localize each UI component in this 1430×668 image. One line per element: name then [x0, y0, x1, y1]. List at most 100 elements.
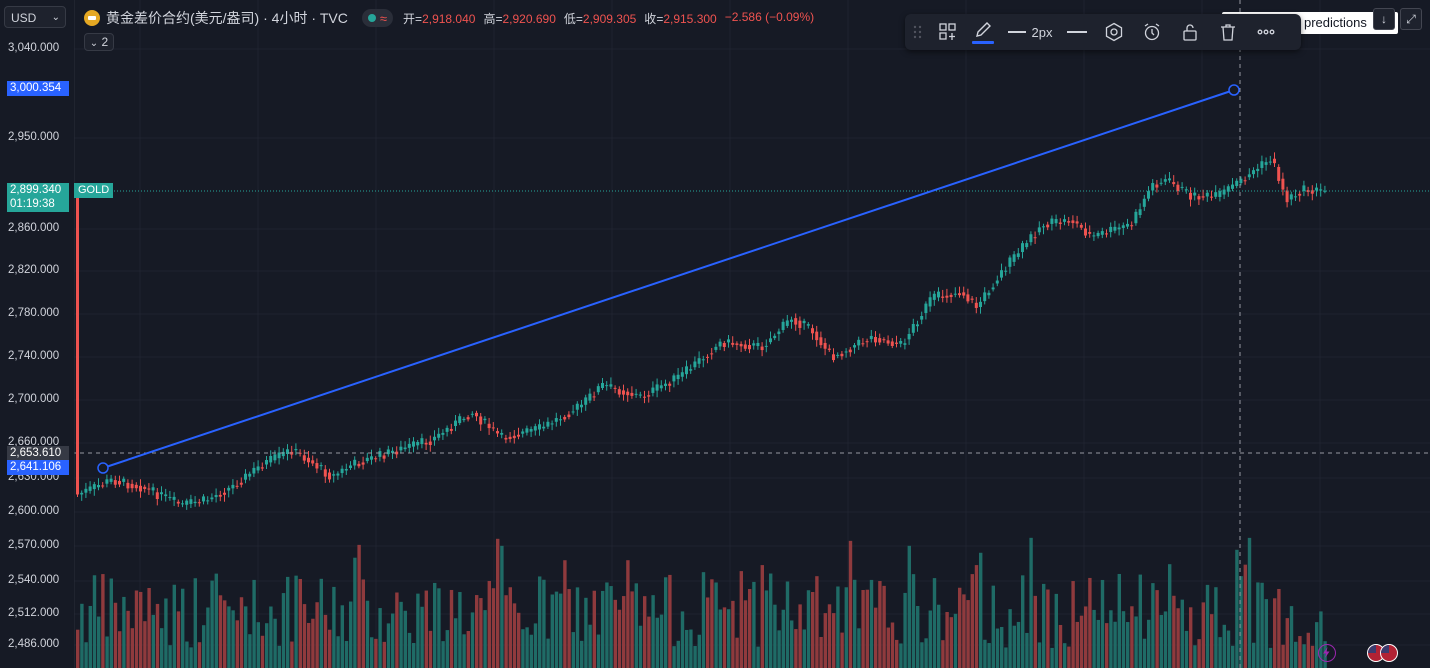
volume-bar [277, 645, 281, 668]
candle-body [798, 320, 802, 328]
volume-bar [1126, 622, 1130, 668]
candle-body [701, 359, 705, 361]
candle-body [731, 342, 735, 345]
volume-bar [739, 571, 743, 668]
volume-bar [626, 560, 630, 668]
candle-body [882, 339, 886, 341]
candle-body [672, 375, 676, 382]
candle-body [332, 474, 336, 476]
trend-line-start-handle[interactable] [97, 462, 109, 474]
trend-line[interactable] [102, 89, 1235, 469]
fullscreen-icon[interactable]: ⤢ [1400, 8, 1422, 30]
collapse-indicators-button[interactable]: ⌄ 2 [84, 33, 114, 51]
ohlc-high: 高=2,920.690 [483, 11, 556, 26]
volume-bar [1142, 638, 1147, 668]
volume-bar [382, 641, 386, 668]
line-dash-icon[interactable] [1059, 14, 1095, 50]
candle-body [80, 492, 84, 495]
volume-bar [449, 589, 454, 668]
volume-bar [987, 643, 991, 668]
candle-body [617, 389, 621, 395]
volume-bar [189, 647, 193, 668]
volume-bar [1147, 619, 1151, 668]
volume-bar [991, 585, 995, 668]
candle-body [1201, 196, 1205, 198]
volume-bar [886, 627, 890, 668]
currency-select[interactable]: USD ⌄ [4, 6, 66, 28]
candle-body [987, 292, 991, 296]
alert-icon[interactable] [1133, 14, 1171, 50]
candle-body [1205, 192, 1209, 197]
candle-body [697, 358, 701, 364]
volume-bar [126, 610, 130, 668]
drag-handle-icon[interactable] [905, 14, 931, 50]
candle-body [693, 361, 697, 368]
candle-body [483, 418, 487, 421]
volume-bar [105, 636, 109, 668]
volume-bar [949, 617, 953, 668]
candle-body [1184, 189, 1188, 191]
candle-body [613, 387, 617, 389]
candle-body [1159, 182, 1163, 184]
volume-bar [760, 565, 764, 668]
candle-body [995, 280, 999, 284]
volume-bar [311, 618, 315, 668]
volume-bar [1042, 583, 1046, 668]
volume-bar [1294, 641, 1298, 668]
candle-body [626, 391, 630, 396]
volume-bar [525, 627, 529, 668]
volume-bar [546, 638, 550, 668]
candle-body [1092, 235, 1096, 237]
volume-bar [676, 640, 680, 668]
volume-bar [815, 576, 819, 668]
price-axis-label: 3,040.000 [8, 42, 60, 54]
candle-body [344, 468, 348, 471]
candle-body [752, 343, 756, 346]
candle-body [567, 414, 571, 418]
volume-bar [689, 629, 693, 668]
candle-body [105, 479, 109, 484]
candle-body [336, 473, 340, 476]
candle-body [248, 473, 252, 477]
symbol-title[interactable]: 黄金差价合约(美元/盎司) · 4小时 · TVC [106, 10, 348, 26]
us-flag-icon[interactable] [1380, 644, 1398, 662]
volume-bar [785, 581, 790, 668]
templates-icon[interactable] [931, 14, 965, 50]
volume-bar [1138, 574, 1142, 668]
volume-bar [609, 586, 613, 668]
delete-icon[interactable] [1209, 14, 1247, 50]
candle-body [160, 492, 163, 495]
market-status[interactable]: ≈ [361, 9, 394, 27]
candle-body [84, 488, 88, 493]
candle-body [139, 485, 142, 492]
lock-icon[interactable] [1171, 14, 1209, 50]
lightning-icon[interactable] [1318, 644, 1336, 662]
volume-bar [685, 629, 689, 668]
volume-bar [575, 587, 580, 668]
candle-body [533, 426, 537, 431]
candle-body [580, 404, 583, 408]
volume-bar [1000, 626, 1004, 668]
candle-body [827, 348, 831, 350]
candle-body [323, 469, 327, 477]
arrow-down-icon[interactable]: ↓ [1373, 8, 1395, 30]
candle-body [659, 385, 663, 389]
candle-body [760, 346, 764, 351]
volume-bar [861, 590, 865, 668]
candle-body [466, 417, 470, 420]
current-price-tag: 2,899.340 [7, 183, 69, 198]
volume-bar [580, 640, 584, 668]
volume-bar [781, 609, 785, 668]
settings-icon[interactable] [1095, 14, 1133, 50]
price-axis[interactable] [0, 0, 74, 668]
line-width-button[interactable]: 2px [1001, 14, 1059, 50]
volume-bar [433, 582, 437, 668]
more-icon[interactable] [1247, 14, 1285, 50]
trend-line-start-price-tag: 2,641.106 [7, 460, 69, 475]
pencil-icon[interactable] [965, 14, 1001, 50]
candle-body [609, 384, 613, 387]
trend-line-end-handle[interactable] [1228, 84, 1240, 96]
volume-bar [1113, 621, 1117, 668]
volume-bar [395, 592, 399, 668]
